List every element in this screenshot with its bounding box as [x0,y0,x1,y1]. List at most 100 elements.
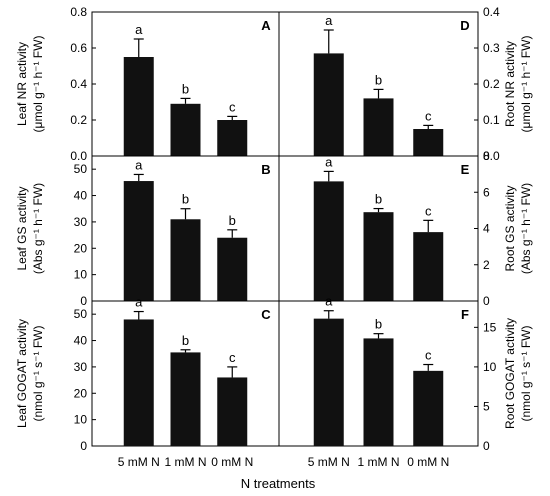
y-axis-label: (μmol g⁻¹ h⁻¹ FW) [519,36,533,133]
significance-letter: b [375,192,382,207]
panel-c: 0 10 20 30 40 50 Leaf GOGAT activity (nmol g⁻¹ … [15,295,280,469]
significance-letter: c [229,350,236,365]
y-tick-label: 0.2 [70,113,87,127]
y-axis-label: Root NR activity [503,41,517,127]
panel-letter: D [460,18,469,33]
x-tick-label: 5 mM N [308,455,350,469]
x-tick-label: 0 mM N [211,455,253,469]
x-tick-label: 1 mM N [165,455,207,469]
significance-letter: a [325,154,333,169]
y-tick-label: 0.6 [70,41,87,55]
y-tick-label: 40 [74,189,88,203]
y-tick-label: 40 [74,334,88,348]
significance-letter: a [325,13,333,28]
y-tick-label: 0.4 [70,77,87,91]
x-tick-label: 1 mM N [358,455,400,469]
significance-letter: b [375,317,382,332]
y-axis-label: Leaf GS activity [15,186,29,270]
significance-letter: b [375,72,382,87]
y-tick-label: 0.0 [70,149,87,163]
y-tick-label: 0 [80,294,87,308]
panel-e: 0 2 4 6 8 Root GS activity (Abs g⁻¹ h⁻¹ FW) Ea b… [278,149,533,308]
bar [363,212,394,301]
panel-letter: F [461,307,469,322]
y-tick-label: 0 [80,439,87,453]
y-tick-label: 30 [74,360,88,374]
panel-letter: A [261,18,271,33]
x-tick-label: 0 mM N [407,455,449,469]
significance-letter: a [135,157,143,172]
y-tick-label: 50 [74,162,88,176]
bar [123,181,154,301]
y-tick-label: 50 [74,307,88,321]
y-tick-label: 0 [483,294,490,308]
bar [217,237,248,301]
y-tick-label: 0.4 [483,5,500,19]
y-axis-label: Root GOGAT activity [503,318,517,429]
bar [217,377,248,446]
panel-letter: C [261,307,271,322]
panel-letter: E [461,162,470,177]
significance-letter: b [182,333,189,348]
bar [413,370,444,446]
significance-letter: c [229,99,236,114]
y-axis-label: (nmol g⁻¹ s⁻¹ FW) [31,326,45,422]
y-tick-label: 5 [483,399,490,413]
panel-b: 0 10 20 30 40 50 Leaf GS activity (Abs g⁻¹ h⁻¹ … [15,155,280,308]
significance-letter: a [325,294,333,309]
y-tick-label: 0.2 [483,77,500,91]
bar [363,98,394,156]
y-axis-label: (Abs g⁻¹ h⁻¹ FW) [519,183,533,274]
significance-letter: a [135,295,143,310]
significance-letter: c [425,348,432,363]
bar [413,129,444,156]
bar [313,318,344,446]
panel-d: 0.0 0.1 0.2 0.3 0.4 Root NR activity (μmol g⁻¹… [278,5,533,163]
y-tick-label: 10 [74,413,88,427]
y-tick-label: 0.1 [483,113,500,127]
y-tick-label: 30 [74,215,88,229]
y-tick-label: 0.3 [483,41,500,55]
x-axis-label: N treatments [241,476,316,491]
y-axis-label: Root GS activity [503,185,517,271]
panel-a: 0.0 0.2 0.4 0.6 0.8 Leaf NR activity (μmol g⁻¹… [15,5,280,163]
y-tick-label: 20 [74,386,88,400]
significance-letter: b [182,192,189,207]
panel-f: 0 5 10 15 Root GOGAT activity (nmol g⁻¹ s⁻¹ F… [278,294,533,469]
bar [170,352,201,446]
y-tick-label: 10 [74,268,88,282]
y-tick-label: 4 [483,222,490,236]
bar [313,181,344,301]
bar [170,103,201,156]
significance-letter: b [182,81,189,96]
y-axis-label: (μmol g⁻¹ h⁻¹ FW) [31,36,45,133]
y-tick-label: 8 [483,149,490,163]
bar [170,219,201,301]
y-tick-label: 6 [483,185,490,199]
y-tick-label: 0.0 [483,149,500,163]
y-tick-label: 2 [483,258,490,272]
significance-letter: c [425,108,432,123]
y-axis-label: Leaf GOGAT activity [15,319,29,428]
y-tick-label: 0 [483,439,490,453]
panel-letter: B [261,162,270,177]
y-tick-label: 0.8 [70,5,87,19]
y-axis-label: Leaf NR activity [15,42,29,126]
significance-letter: a [135,22,143,37]
bar [217,120,248,156]
y-axis-label: (nmol g⁻¹ s⁻¹ FW) [519,326,533,422]
y-tick-label: 15 [483,320,497,334]
y-axis-label: (Abs g⁻¹ h⁻¹ FW) [31,183,45,274]
x-tick-label: 5 mM N [118,455,160,469]
bar [123,319,154,446]
bar [313,53,344,156]
bar [413,232,444,301]
bar [123,57,154,156]
bar [363,338,394,446]
significance-letter: c [425,203,432,218]
significance-letter: b [229,213,236,228]
y-tick-label: 10 [483,360,497,374]
y-tick-label: 20 [74,241,88,255]
